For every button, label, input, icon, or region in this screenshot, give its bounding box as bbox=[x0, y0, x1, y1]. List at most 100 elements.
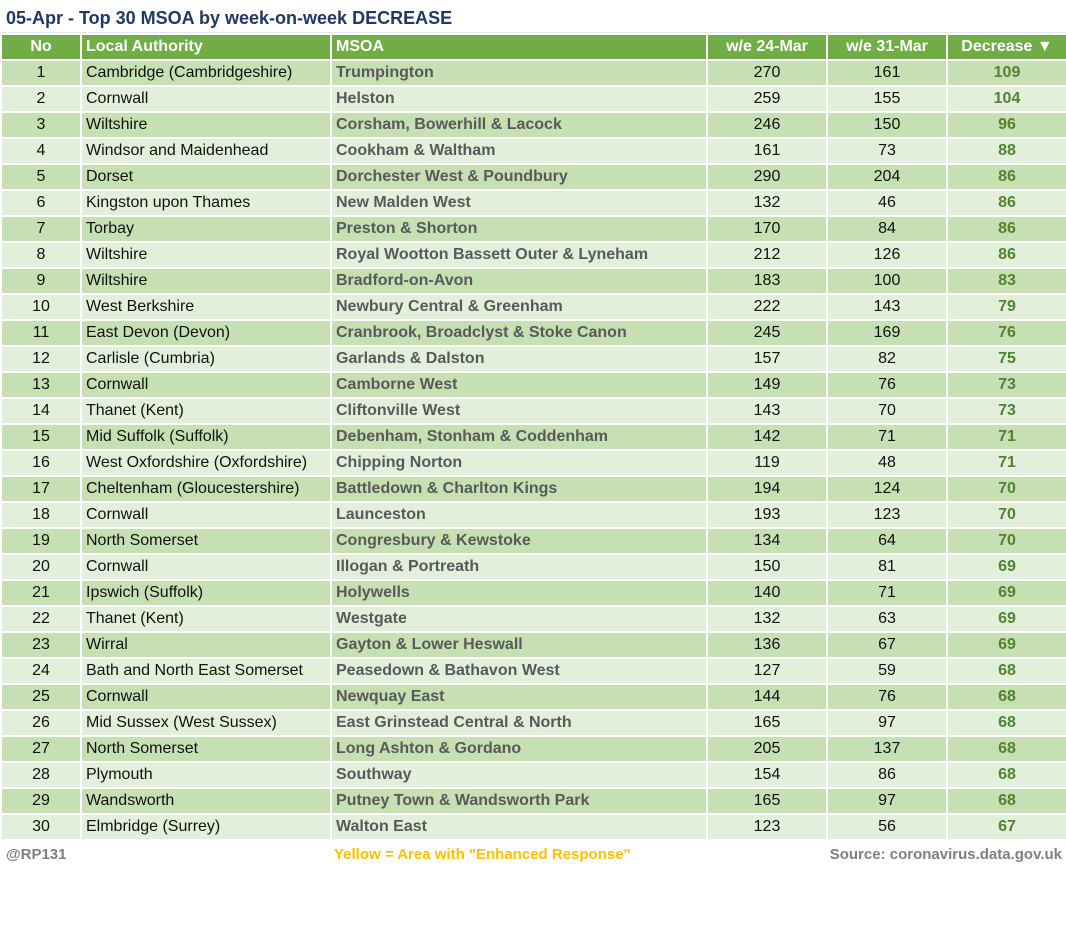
decrease-value: 68 bbox=[946, 657, 1066, 685]
msoa-name: Putney Town & Wandsworth Park bbox=[330, 787, 708, 815]
week-31-mar-value: 63 bbox=[826, 605, 948, 633]
local-authority: Thanet (Kent) bbox=[80, 605, 332, 633]
row-number: 9 bbox=[0, 267, 82, 295]
decrease-value: 70 bbox=[946, 475, 1066, 503]
row-number: 11 bbox=[0, 319, 82, 347]
local-authority: Wandsworth bbox=[80, 787, 332, 815]
local-authority: Elmbridge (Surrey) bbox=[80, 813, 332, 841]
local-authority: Cornwall bbox=[80, 501, 332, 529]
table-row: 29 Wandsworth Putney Town & Wandsworth Par… bbox=[0, 787, 1066, 815]
row-number: 5 bbox=[0, 163, 82, 191]
msoa-name: New Malden West bbox=[330, 189, 708, 217]
week-31-mar-value: 126 bbox=[826, 241, 948, 269]
week-31-mar-value: 56 bbox=[826, 813, 948, 841]
table-row: 7 Torbay Preston & Shorton 170 84 86 bbox=[0, 215, 1066, 243]
week-31-mar-value: 76 bbox=[826, 371, 948, 399]
row-number: 19 bbox=[0, 527, 82, 555]
week-24-mar-value: 259 bbox=[706, 85, 828, 113]
msoa-table: No Local Authority MSOA w/e 24-Mar w/e 3… bbox=[0, 33, 1066, 841]
local-authority: Cornwall bbox=[80, 371, 332, 399]
week-24-mar-value: 170 bbox=[706, 215, 828, 243]
local-authority: West Oxfordshire (Oxfordshire) bbox=[80, 449, 332, 477]
msoa-name: Holywells bbox=[330, 579, 708, 607]
week-24-mar-value: 142 bbox=[706, 423, 828, 451]
week-24-mar-value: 144 bbox=[706, 683, 828, 711]
msoa-name: Corsham, Bowerhill & Lacock bbox=[330, 111, 708, 139]
row-number: 21 bbox=[0, 579, 82, 607]
row-number: 13 bbox=[0, 371, 82, 399]
table-row: 3 Wiltshire Corsham, Bowerhill & Lacock 246… bbox=[0, 111, 1066, 139]
table-row: 9 Wiltshire Bradford-on-Avon 183 100 83 bbox=[0, 267, 1066, 295]
week-24-mar-value: 134 bbox=[706, 527, 828, 555]
row-number: 26 bbox=[0, 709, 82, 737]
table-row: 12 Carlisle (Cumbria) Garlands & Dalston 15… bbox=[0, 345, 1066, 373]
week-24-mar-value: 205 bbox=[706, 735, 828, 763]
table-row: 25 Cornwall Newquay East 144 76 68 bbox=[0, 683, 1066, 711]
week-24-mar-value: 127 bbox=[706, 657, 828, 685]
decrease-value: 96 bbox=[946, 111, 1066, 139]
decrease-value: 71 bbox=[946, 449, 1066, 477]
decrease-value: 88 bbox=[946, 137, 1066, 165]
author-handle: @RP131 bbox=[6, 846, 67, 863]
week-31-mar-value: 86 bbox=[826, 761, 948, 789]
header-local-authority: Local Authority bbox=[80, 33, 332, 61]
week-31-mar-value: 81 bbox=[826, 553, 948, 581]
local-authority: Torbay bbox=[80, 215, 332, 243]
msoa-name: Walton East bbox=[330, 813, 708, 841]
week-24-mar-value: 157 bbox=[706, 345, 828, 373]
table-row: 1 Cambridge (Cambridgeshire) Trumpington 27… bbox=[0, 59, 1066, 87]
table-row: 4 Windsor and Maidenhead Cookham & Waltham… bbox=[0, 137, 1066, 165]
table-row: 8 Wiltshire Royal Wootton Bassett Outer & … bbox=[0, 241, 1066, 269]
footer: @RP131 Yellow = Area with "Enhanced Resp… bbox=[0, 841, 1066, 868]
header-decrease-sort[interactable]: Decrease ▼ bbox=[946, 33, 1066, 61]
table-row: 5 Dorset Dorchester West & Poundbury 290 204… bbox=[0, 163, 1066, 191]
decrease-value: 71 bbox=[946, 423, 1066, 451]
week-31-mar-value: 204 bbox=[826, 163, 948, 191]
page-title: 05-Apr - Top 30 MSOA by week-on-week DEC… bbox=[0, 0, 1066, 33]
local-authority: Cornwall bbox=[80, 553, 332, 581]
row-number: 15 bbox=[0, 423, 82, 451]
row-number: 17 bbox=[0, 475, 82, 503]
decrease-value: 79 bbox=[946, 293, 1066, 321]
week-24-mar-value: 119 bbox=[706, 449, 828, 477]
week-31-mar-value: 97 bbox=[826, 709, 948, 737]
decrease-value: 69 bbox=[946, 605, 1066, 633]
msoa-name: Gayton & Lower Heswall bbox=[330, 631, 708, 659]
row-number: 6 bbox=[0, 189, 82, 217]
table-row: 19 North Somerset Congresbury & Kewstoke 13… bbox=[0, 527, 1066, 555]
msoa-name: Garlands & Dalston bbox=[330, 345, 708, 373]
row-number: 2 bbox=[0, 85, 82, 113]
decrease-value: 86 bbox=[946, 241, 1066, 269]
decrease-value: 83 bbox=[946, 267, 1066, 295]
local-authority: Cornwall bbox=[80, 683, 332, 711]
msoa-name: Royal Wootton Bassett Outer & Lyneham bbox=[330, 241, 708, 269]
week-24-mar-value: 150 bbox=[706, 553, 828, 581]
table-row: 14 Thanet (Kent) Cliftonville West 143 70 73 bbox=[0, 397, 1066, 425]
table-row: 11 East Devon (Devon) Cranbrook, Broadclys… bbox=[0, 319, 1066, 347]
week-24-mar-value: 270 bbox=[706, 59, 828, 87]
row-number: 10 bbox=[0, 293, 82, 321]
header-week-24-mar: w/e 24-Mar bbox=[706, 33, 828, 61]
row-number: 29 bbox=[0, 787, 82, 815]
decrease-value: 75 bbox=[946, 345, 1066, 373]
week-31-mar-value: 84 bbox=[826, 215, 948, 243]
table-row: 21 Ipswich (Suffolk) Holywells 140 71 69 bbox=[0, 579, 1066, 607]
msoa-name: Newquay East bbox=[330, 683, 708, 711]
week-31-mar-value: 73 bbox=[826, 137, 948, 165]
week-24-mar-value: 194 bbox=[706, 475, 828, 503]
msoa-name: East Grinstead Central & North bbox=[330, 709, 708, 737]
msoa-name: Southway bbox=[330, 761, 708, 789]
msoa-name: Helston bbox=[330, 85, 708, 113]
msoa-name: Dorchester West & Poundbury bbox=[330, 163, 708, 191]
row-number: 16 bbox=[0, 449, 82, 477]
msoa-name: Debenham, Stonham & Coddenham bbox=[330, 423, 708, 451]
local-authority: Cheltenham (Gloucestershire) bbox=[80, 475, 332, 503]
week-31-mar-value: 48 bbox=[826, 449, 948, 477]
week-31-mar-value: 67 bbox=[826, 631, 948, 659]
local-authority: Dorset bbox=[80, 163, 332, 191]
week-24-mar-value: 161 bbox=[706, 137, 828, 165]
week-31-mar-value: 46 bbox=[826, 189, 948, 217]
msoa-name: Trumpington bbox=[330, 59, 708, 87]
msoa-name: Cliftonville West bbox=[330, 397, 708, 425]
table-row: 18 Cornwall Launceston 193 123 70 bbox=[0, 501, 1066, 529]
